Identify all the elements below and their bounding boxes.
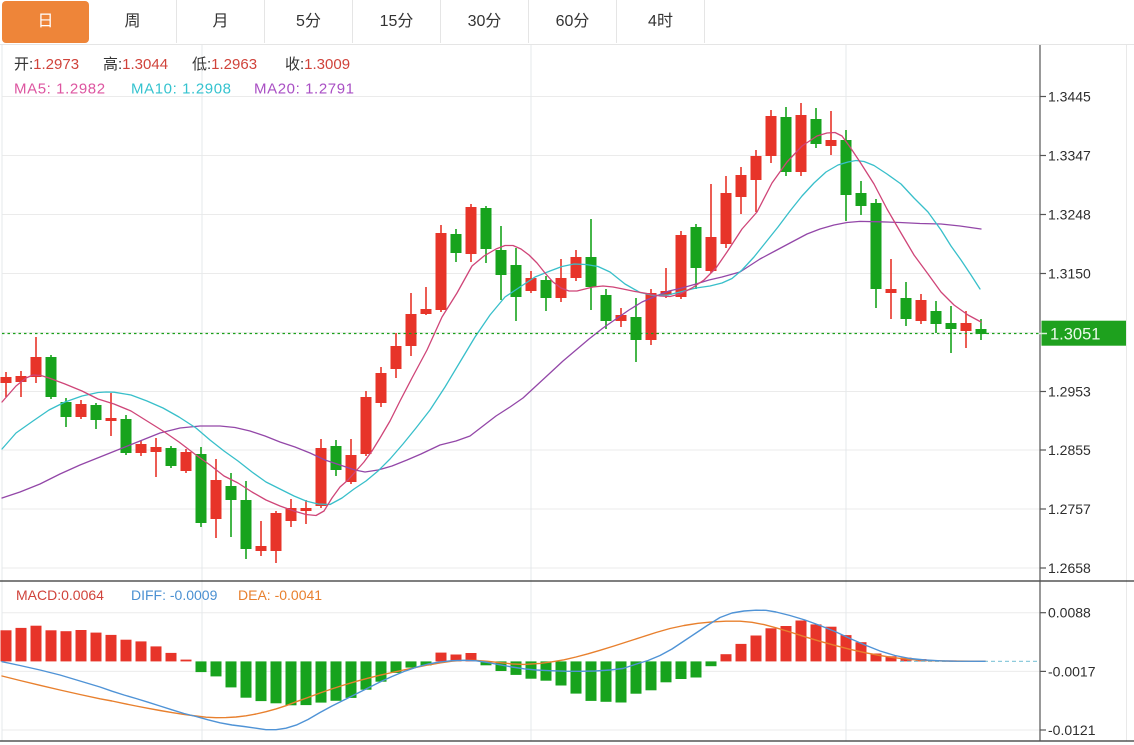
svg-text:1.3150: 1.3150 [1048,266,1091,282]
svg-text:高:1.3044: 高:1.3044 [103,56,168,73]
svg-text:1.2757: 1.2757 [1048,501,1091,517]
svg-text:MA20: 1.2791: MA20: 1.2791 [254,81,355,98]
svg-text:DEA: -0.0041: DEA: -0.0041 [238,587,322,603]
svg-text:开:1.2973: 开:1.2973 [14,56,79,73]
svg-text:MA5: 1.2982: MA5: 1.2982 [14,81,106,98]
svg-text:MACD:0.0064: MACD:0.0064 [16,587,104,603]
svg-text:DIFF: -0.0009: DIFF: -0.0009 [131,587,218,603]
svg-text:1.3347: 1.3347 [1048,148,1091,164]
svg-text:1.2658: 1.2658 [1048,560,1091,576]
svg-text:1.2953: 1.2953 [1048,384,1091,400]
svg-text:1.3051: 1.3051 [1050,326,1100,344]
svg-text:0.0088: 0.0088 [1048,605,1091,621]
svg-text:收:1.3009: 收:1.3009 [285,56,350,73]
svg-text:1.3445: 1.3445 [1048,89,1091,105]
svg-text:1.3248: 1.3248 [1048,207,1091,223]
svg-text:-0.0121: -0.0121 [1048,722,1096,738]
svg-text:1.2855: 1.2855 [1048,442,1091,458]
svg-text:-0.0017: -0.0017 [1048,663,1096,679]
svg-text:低:1.2963: 低:1.2963 [192,56,257,73]
svg-text:MA10: 1.2908: MA10: 1.2908 [131,81,232,98]
